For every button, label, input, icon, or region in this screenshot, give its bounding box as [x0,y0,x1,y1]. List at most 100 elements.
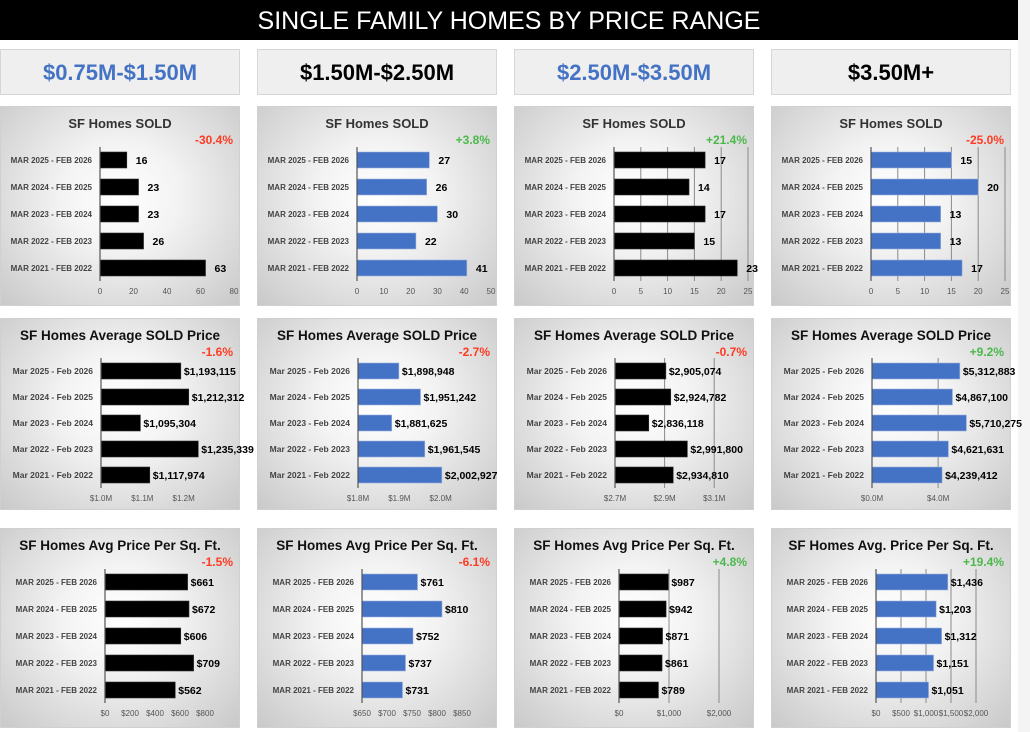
price-range-header-4: $3.50M+ [771,49,1011,95]
bar-chart: Mar 2025 - Feb 2026 $5,312,883 Mar 2024 - … [784,358,1022,503]
bar [361,627,414,645]
bar [875,600,937,618]
category-label: MAR 2021 - FEB 2022 [530,686,612,695]
data-label: $2,905,074 [669,366,722,378]
data-label: 16 [136,155,148,167]
bar [357,466,443,484]
category-label: MAR 2025 - FEB 2026 [16,578,98,587]
category-label: MAR 2025 - FEB 2026 [268,156,350,165]
chart-title: SF Homes Average SOLD Price [790,328,992,343]
category-label: MAR 2025 - FEB 2026 [11,156,93,165]
data-label: $1,117,974 [153,470,205,482]
tick-label: $1.2M [173,494,196,503]
tick-label: $1,500 [939,709,964,718]
data-label: $1,951,242 [424,392,477,404]
bar [875,654,934,672]
category-label: MAR 2023 - FEB 2024 [268,210,350,219]
bar [99,151,128,169]
data-label: 22 [425,236,437,248]
data-label: $2,002,927 [445,470,498,482]
data-label: $942 [669,604,693,616]
bar [356,232,417,250]
tick-label: $500 [892,709,910,718]
data-label: $731 [406,685,430,697]
bar [614,414,650,432]
category-label: MAR 2025 - FEB 2026 [530,578,612,587]
category-label: MAR 2023 - FEB 2024 [11,210,93,219]
category-label: Mar 2024 - Feb 2025 [784,392,865,402]
chart-panel: SF Homes Avg Price Per Sq. Ft. -6.1% MAR 2… [257,528,497,728]
category-label: Mar 2024 - Feb 2025 [527,392,608,402]
tick-label: $600 [171,709,189,718]
category-label: Mar 2025 - Feb 2026 [527,366,608,376]
category-label: MAR 2022 - FEB 2023 [11,237,93,246]
data-label: $1,436 [951,577,983,589]
data-label: $1,881,625 [395,418,448,430]
bar-chart: MAR 2025 - FEB 2026 17 MAR 2024 - FEB 2025… [525,147,758,296]
tick-label: $850 [453,709,471,718]
data-label: $5,710,275 [969,418,1022,430]
tick-label: 0 [869,287,874,296]
data-label: $987 [671,577,695,589]
category-label: Mar 2024 - Feb 2025 [13,392,94,402]
tick-label: 20 [717,287,726,296]
bar [870,259,963,277]
data-label: $2,934,810 [676,470,729,482]
category-label: MAR 2023 - FEB 2024 [530,632,612,641]
tick-label: $1,000 [914,709,939,718]
data-label: $2,924,782 [674,392,727,404]
category-label: MAR 2024 - FEB 2025 [525,183,607,192]
bar [614,466,674,484]
bar-chart: Mar 2025 - Feb 2026 $2,905,074 Mar 2024 - … [527,358,743,503]
tick-label: 10 [663,287,672,296]
tick-label: 15 [947,287,956,296]
category-label: MAR 2021 - FEB 2022 [268,264,350,273]
chart-panel: SF Homes Average SOLD Price +9.2% Mar 2025… [771,318,1022,510]
bar [104,681,176,699]
category-label: Mar 2023 - Feb 2024 [784,418,865,428]
bar-chart: MAR 2025 - FEB 2026 16 MAR 2024 - FEB 2025… [11,147,239,296]
data-label: 17 [971,263,983,275]
tick-label: 80 [230,287,239,296]
dashboard-title: SINGLE FAMILY HOMES BY PRICE RANGE [0,0,1018,40]
chart-title: SF Homes Average SOLD Price [276,328,478,343]
data-label: 26 [436,182,448,194]
tick-label: $2.0M [430,494,453,503]
tick-label: 30 [433,287,442,296]
data-label: $4,239,412 [945,470,998,482]
percent-change: -25.0% [965,133,1004,147]
tick-label: $1.8M [347,494,370,503]
bar [357,388,421,406]
bar-chart: MAR 2025 - FEB 2026 27 MAR 2024 - FEB 2025… [268,147,496,296]
bar [870,178,979,196]
category-label: Mar 2022 - Feb 2023 [13,444,94,454]
bar [875,627,942,645]
bar [613,259,738,277]
data-label: 17 [714,155,726,167]
tick-label: $200 [121,709,139,718]
bar [875,681,929,699]
data-label: $606 [184,631,208,643]
bar [356,151,430,169]
tick-label: $800 [196,709,214,718]
chart-panel: SF Homes Average SOLD Price -2.7% Mar 2025… [257,318,498,510]
data-label: 15 [703,236,715,248]
chart-title: SF Homes Avg Price Per Sq. Ft. [19,538,221,553]
category-label: Mar 2023 - Feb 2024 [13,418,94,428]
chart-panel: SF Homes Avg Price Per Sq. Ft. +4.8% MAR 2… [514,528,754,728]
tick-label: 10 [920,287,929,296]
tick-label: $1.1M [131,494,154,503]
tick-label: 20 [974,287,983,296]
data-label: $1,312 [945,631,977,643]
bar [356,205,438,223]
chart-title: SF Homes Avg. Price Per Sq. Ft. [788,538,994,553]
tick-label: $1.9M [388,494,411,503]
category-label: MAR 2023 - FEB 2024 [525,210,607,219]
category-label: MAR 2024 - FEB 2025 [16,605,98,614]
category-label: Mar 2022 - Feb 2023 [270,444,351,454]
category-label: MAR 2025 - FEB 2026 [787,578,869,587]
tick-label: $2,000 [964,709,989,718]
tick-label: 60 [196,287,205,296]
data-label: 13 [950,209,962,221]
chart-panel: SF Homes SOLD -30.4% MAR 2025 - FEB 2026 16… [0,106,240,306]
